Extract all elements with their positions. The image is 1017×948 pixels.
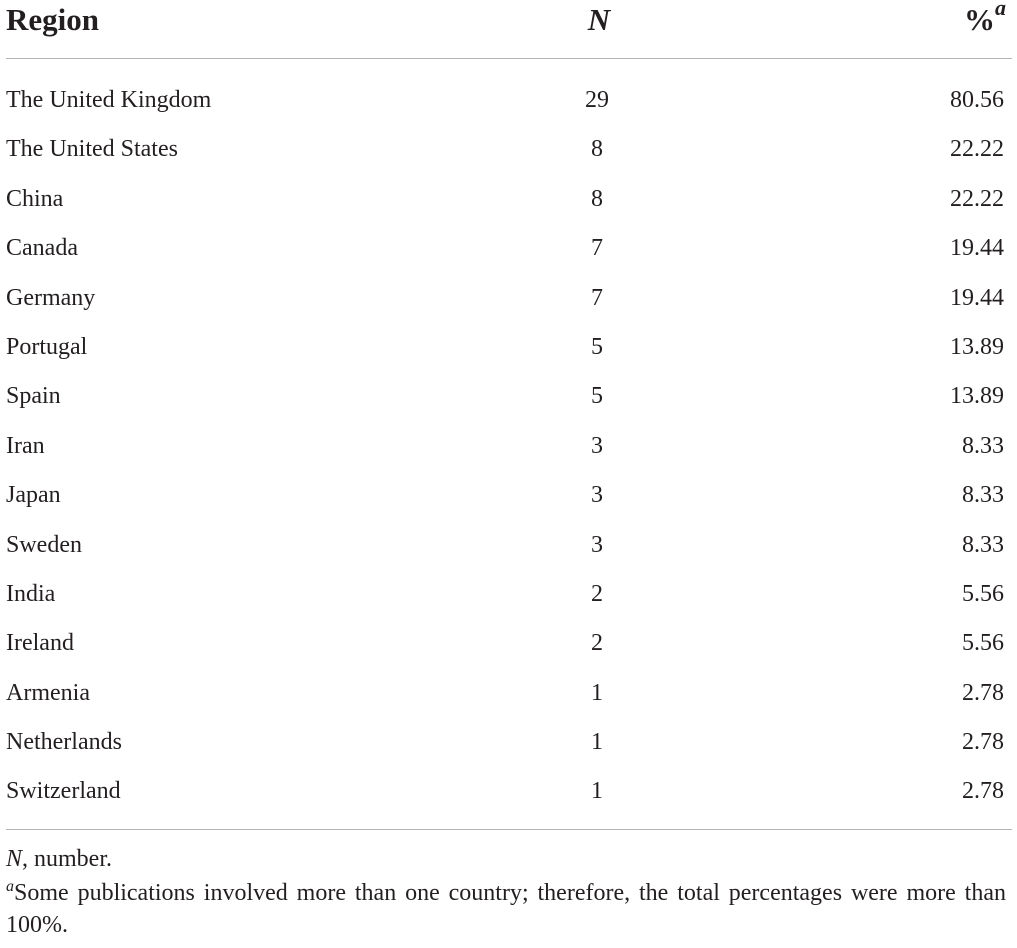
table-row: Iran 3 8.33 bbox=[6, 422, 1012, 471]
cell-region: Japan bbox=[6, 482, 61, 509]
cell-percent: 2.78 bbox=[962, 679, 1004, 706]
cell-n: 1 bbox=[591, 729, 603, 756]
cell-percent: 13.89 bbox=[950, 383, 1004, 410]
cell-region: The United Kingdom bbox=[6, 87, 212, 113]
cell-region: Ireland bbox=[6, 630, 74, 657]
cell-percent: 2.78 bbox=[962, 729, 1004, 756]
table-footnotes: N, number. aSome publications involved m… bbox=[6, 843, 1006, 941]
cell-region: Netherlands bbox=[6, 729, 122, 756]
cell-percent: 80.56 bbox=[950, 87, 1004, 113]
cell-percent: 19.44 bbox=[950, 235, 1004, 262]
table-row: The United States 8 22.22 bbox=[6, 125, 1012, 174]
cell-n: 29 bbox=[585, 87, 609, 113]
table-row: The United Kingdom 29 80.56 bbox=[6, 76, 1012, 125]
cell-n: 7 bbox=[591, 284, 603, 311]
table-row: India 2 5.56 bbox=[6, 570, 1012, 619]
cell-region: The United States bbox=[6, 136, 178, 163]
table-body: The United Kingdom 29 80.56 The United Stat… bbox=[6, 59, 1012, 830]
table-row: Portugal 5 13.89 bbox=[6, 323, 1012, 372]
cell-percent: 8.33 bbox=[962, 531, 1004, 558]
table-row: Spain 5 13.89 bbox=[6, 372, 1012, 421]
header-percent-label: % bbox=[964, 2, 995, 37]
footnote-abbrev-symbol: N bbox=[6, 846, 23, 872]
table-row: China 8 22.22 bbox=[6, 175, 1012, 224]
cell-n: 2 bbox=[591, 630, 603, 657]
cell-region: India bbox=[6, 580, 56, 607]
cell-n: 8 bbox=[591, 185, 603, 212]
header-n: N bbox=[587, 2, 611, 37]
cell-n: 5 bbox=[591, 333, 603, 360]
cell-n: 1 bbox=[591, 778, 603, 805]
cell-n: 3 bbox=[591, 482, 603, 509]
header-percent-footnote-marker: a bbox=[995, 0, 1006, 20]
table-row: Canada 7 19.44 bbox=[6, 224, 1012, 273]
table-row: Japan 3 8.33 bbox=[6, 471, 1012, 520]
cell-percent: 5.56 bbox=[962, 580, 1004, 607]
footnote-a-marker: a bbox=[6, 878, 14, 895]
footnote-abbreviation: N, number. bbox=[6, 843, 1006, 875]
header-region: Region bbox=[6, 2, 99, 37]
header-percent: %a bbox=[964, 0, 1006, 40]
cell-percent: 5.56 bbox=[962, 630, 1004, 657]
cell-n: 3 bbox=[591, 432, 603, 459]
table-row: Ireland 2 5.56 bbox=[6, 619, 1012, 668]
cell-n: 7 bbox=[591, 235, 603, 262]
cell-n: 1 bbox=[591, 679, 603, 706]
cell-percent: 2.78 bbox=[962, 778, 1004, 805]
table-header-row: Region N %a bbox=[6, 0, 1012, 59]
table-row: Germany 7 19.44 bbox=[6, 274, 1012, 323]
cell-n: 3 bbox=[591, 531, 603, 558]
table-row: Netherlands 1 2.78 bbox=[6, 718, 1012, 767]
cell-percent: 19.44 bbox=[950, 284, 1004, 311]
cell-percent: 8.33 bbox=[962, 482, 1004, 509]
footnote-a-text: Some publications involved more than one… bbox=[6, 880, 1006, 938]
footnote-abbrev-text: , number. bbox=[22, 846, 113, 872]
cell-percent: 13.89 bbox=[950, 333, 1004, 360]
cell-region: Sweden bbox=[6, 531, 82, 558]
cell-n: 2 bbox=[591, 580, 603, 607]
cell-region: Portugal bbox=[6, 333, 88, 360]
table-row: Sweden 3 8.33 bbox=[6, 521, 1012, 570]
cell-region: Iran bbox=[6, 432, 45, 459]
table-row: Armenia 1 2.78 bbox=[6, 669, 1012, 718]
cell-percent: 22.22 bbox=[950, 136, 1004, 163]
cell-percent: 22.22 bbox=[950, 185, 1004, 212]
region-table: Region N %a The United Kingdom 29 80.56 The… bbox=[6, 0, 1012, 830]
cell-region: Switzerland bbox=[6, 778, 121, 805]
table-row: Switzerland 1 2.78 bbox=[6, 767, 1012, 816]
cell-region: Canada bbox=[6, 235, 78, 262]
cell-region: Armenia bbox=[6, 679, 90, 706]
cell-region: Germany bbox=[6, 284, 96, 311]
cell-region: China bbox=[6, 185, 64, 212]
cell-n: 5 bbox=[591, 383, 603, 410]
cell-n: 8 bbox=[591, 136, 603, 163]
footnote-a: aSome publications involved more than on… bbox=[6, 877, 1006, 941]
cell-percent: 8.33 bbox=[962, 432, 1004, 459]
cell-region: Spain bbox=[6, 383, 61, 410]
